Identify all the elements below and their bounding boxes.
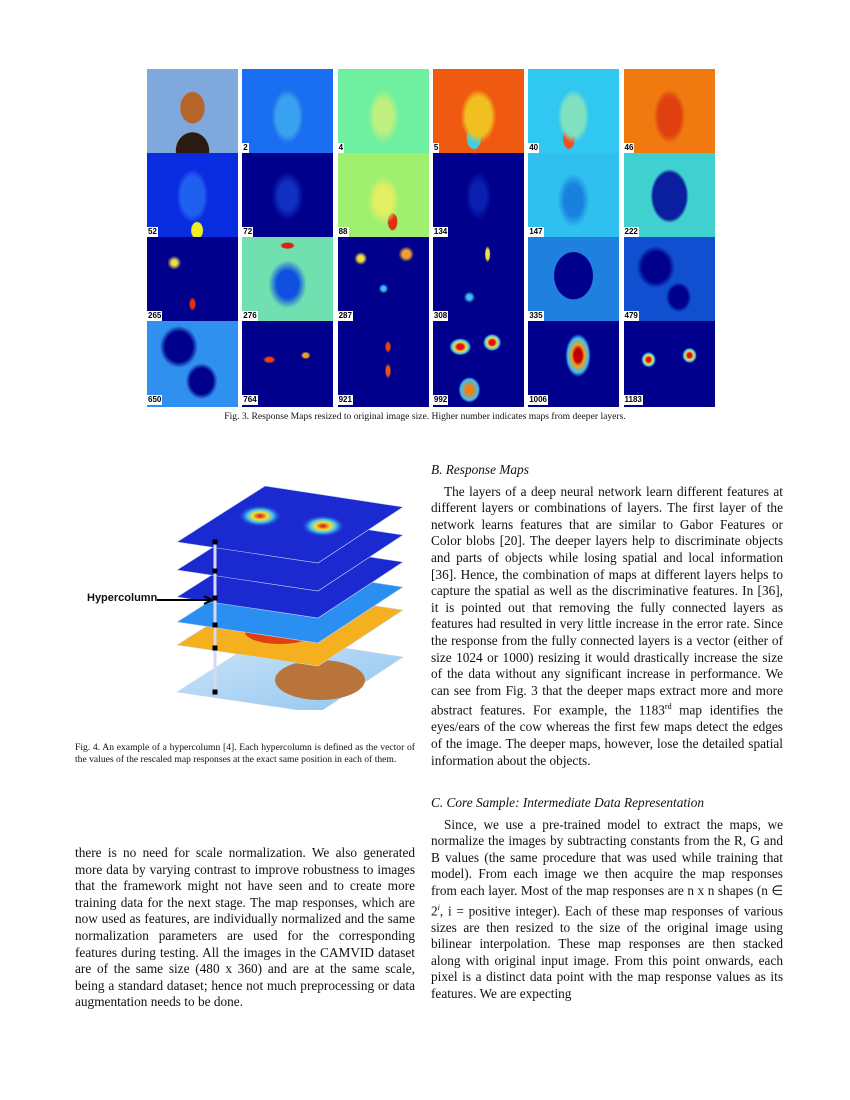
response-map-tile: 4 <box>337 69 429 155</box>
hypercolumn-point <box>212 622 218 628</box>
response-map-tile: 276 <box>242 237 334 323</box>
map-index-label: 992 <box>432 395 449 405</box>
figure-3-caption: Fig. 3. Response Maps resized to origina… <box>224 411 626 422</box>
map-index-label: 72 <box>242 227 254 237</box>
response-map-tile: 335 <box>528 237 620 323</box>
response-map-tile: 147 <box>528 153 620 239</box>
figure-4-hypercolumn-diagram <box>157 485 404 710</box>
response-map-tile: 46 <box>623 69 715 155</box>
hypercolumn-point <box>212 568 218 574</box>
response-map-tile: 265 <box>147 237 238 323</box>
response-map-tile: 921 <box>337 321 429 407</box>
map-index-label: 1006 <box>528 395 548 405</box>
cow-image <box>275 660 365 700</box>
map-index-label: 308 <box>432 311 449 321</box>
superscript: i <box>437 902 440 912</box>
superscript: rd <box>664 702 672 712</box>
response-map-tile: 72 <box>242 153 334 239</box>
map-index-label: 2 <box>242 143 249 153</box>
map-index-label: 52 <box>147 227 158 237</box>
response-map-tile: 287 <box>337 237 429 323</box>
response-map-tile: 764 <box>242 321 334 407</box>
figure-4-caption: Fig. 4. An example of a hypercolumn [4].… <box>75 742 415 765</box>
response-map-tile: 1183 <box>623 321 715 407</box>
response-map-tile: 40 <box>528 69 620 155</box>
response-map-tile: 650 <box>147 321 238 407</box>
response-map-tile: 308 <box>432 237 524 323</box>
section-c-heading: C. Core Sample: Intermediate Data Repres… <box>431 795 705 810</box>
text: Since, we use a pre-trained model to ext… <box>431 816 783 918</box>
section-c: C. Core Sample: Intermediate Data Repres… <box>431 795 783 1003</box>
map-index-label: 222 <box>623 227 639 237</box>
map-index-label: 650 <box>147 395 163 405</box>
map-index-label: 147 <box>528 227 544 237</box>
original-cow-image <box>147 69 238 155</box>
left-column-text: there is no need for scale normalization… <box>75 845 415 1011</box>
text: , i = positive integer). Each of these m… <box>431 902 783 1001</box>
response-map-tile: 88 <box>337 153 429 239</box>
map-index-label: 88 <box>337 227 349 237</box>
map-index-label: 276 <box>242 311 258 321</box>
map-index-label: 5 <box>432 143 440 153</box>
map-index-label: 134 <box>432 227 449 237</box>
map-index-label: 335 <box>528 311 544 321</box>
hypercolumn-point <box>212 539 218 545</box>
map-index-label: 764 <box>242 395 258 405</box>
hypercolumn-point <box>212 595 218 601</box>
response-map-tile: 52 <box>147 153 238 239</box>
response-map-tile: 992 <box>432 321 524 407</box>
feature-map-plane <box>176 485 404 564</box>
hypercolumn-label: Hypercolumn <box>87 592 158 604</box>
section-b-heading: B. Response Maps <box>431 462 529 477</box>
response-map-tile: 1006 <box>528 321 620 407</box>
map-index-label: 46 <box>623 143 635 153</box>
text: The layers of a deep neural network lear… <box>431 483 783 718</box>
section-b: B. Response Maps The layers of a deep ne… <box>431 462 783 769</box>
map-index-label: 921 <box>337 395 353 405</box>
map-index-label: 479 <box>623 311 639 321</box>
text: map identifies the eyes/ears of the cow … <box>431 702 783 768</box>
map-index-label: 40 <box>528 143 540 153</box>
activation-blob <box>301 515 345 537</box>
paragraph: there is no need for scale normalization… <box>75 845 415 1010</box>
section-b-paragraph: The layers of a deep neural network lear… <box>431 484 783 770</box>
response-map-tile: 134 <box>432 153 524 239</box>
map-index-label: 265 <box>147 311 163 321</box>
arrow-icon <box>157 595 215 605</box>
response-map-tile: 2 <box>242 69 334 155</box>
map-index-label: 1183 <box>623 395 643 405</box>
response-map-tile: 222 <box>623 153 715 239</box>
hypercolumn-point <box>212 689 218 695</box>
response-map-tile: 479 <box>623 237 715 323</box>
section-c-paragraph: Since, we use a pre-trained model to ext… <box>431 817 783 1003</box>
activation-blob <box>238 505 282 527</box>
map-index-label: 4 <box>337 143 345 153</box>
hypercolumn-point <box>212 645 218 651</box>
map-index-label: 287 <box>337 311 353 321</box>
response-map-tile: 5 <box>432 69 524 155</box>
